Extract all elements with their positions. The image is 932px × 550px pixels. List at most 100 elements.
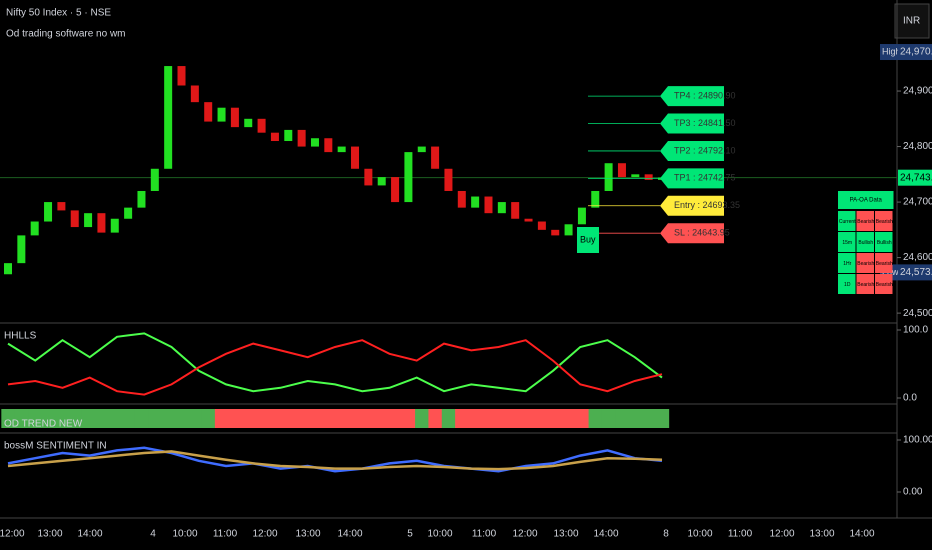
table-cell-text: Bearish — [857, 261, 874, 267]
x-tick-label: 13:00 — [553, 529, 578, 540]
candle — [97, 213, 106, 233]
x-tick-label: 13:00 — [809, 529, 834, 540]
low-tag — [898, 264, 932, 281]
candle — [177, 66, 186, 86]
candle — [297, 129, 306, 147]
x-tick-label: 5 — [407, 529, 413, 540]
x-tick-label: 4 — [150, 529, 156, 540]
y-tick-label: 100.00 — [903, 435, 932, 446]
candle — [524, 218, 533, 222]
level-label: Entry : 24693.35 — [674, 200, 740, 210]
candle — [417, 146, 426, 153]
osc-line — [7, 339, 663, 396]
x-tick-label: 12:00 — [769, 529, 794, 540]
candle — [564, 224, 573, 236]
candle — [4, 263, 12, 275]
candle — [537, 221, 546, 230]
trend-cell — [401, 409, 416, 428]
candle — [617, 163, 626, 178]
level-tag — [660, 168, 724, 189]
trend-cell — [655, 409, 670, 428]
x-tick-label: 12:00 — [0, 529, 25, 540]
candle — [484, 196, 493, 214]
y-tick-label: 24,800.00 — [903, 141, 932, 152]
trend-cell — [455, 409, 469, 428]
trend-cell — [495, 409, 510, 428]
candle — [244, 118, 253, 128]
trend-cell — [268, 409, 283, 428]
trend-cell — [361, 409, 376, 428]
candle — [324, 138, 333, 153]
trend-cell — [548, 409, 563, 428]
candle — [84, 213, 93, 228]
trend-cell — [81, 409, 96, 428]
y-tick-label: 24,600.00 — [903, 252, 932, 263]
table-cell-text: 1D — [844, 282, 851, 288]
x-tick-label: 10:00 — [427, 529, 452, 540]
x-tick-label: 14:00 — [593, 529, 618, 540]
currency-box[interactable] — [894, 3, 930, 39]
table-cell — [838, 211, 856, 231]
y-tick-label: 24,700.00 — [903, 197, 932, 208]
table-cell — [838, 253, 856, 273]
trend-cell — [428, 409, 443, 428]
candle — [57, 202, 66, 211]
level-tag — [660, 195, 724, 216]
pane-title: OD TREND NEW — [4, 419, 83, 430]
table-cell — [856, 211, 874, 231]
candle — [204, 102, 213, 122]
candle — [124, 207, 133, 219]
last-price-label: 24,743.95 — [900, 172, 932, 183]
candle — [284, 129, 293, 142]
trend-cell — [1, 409, 16, 428]
trend-cell — [481, 409, 496, 428]
currency: INR — [903, 16, 920, 27]
x-tick-label: 11:00 — [472, 529, 497, 540]
table-cell-text: Bearish — [876, 261, 893, 267]
y-tick-label: 24,900.00 — [903, 86, 932, 97]
candle — [444, 168, 453, 191]
trend-cell — [441, 409, 456, 428]
low-label: 24,573.35 — [900, 267, 932, 278]
level-tag — [660, 86, 724, 107]
trend-cell — [214, 409, 229, 428]
table-cell — [875, 232, 893, 252]
chart-title: Nifty 50 Index · 5 · NSE — [6, 8, 111, 19]
candle — [110, 218, 119, 233]
trend-cell — [561, 409, 576, 428]
trend-cell — [321, 409, 336, 428]
candle — [164, 66, 173, 169]
high-name: High — [882, 46, 901, 56]
pane-title: bossM SENTIMENT IN — [4, 441, 107, 452]
candle — [404, 152, 413, 203]
x-tick-label: 12:00 — [252, 529, 277, 540]
table-cell-text: Current — [839, 219, 856, 225]
candle — [190, 85, 199, 103]
table-cell — [875, 274, 893, 294]
trend-cell — [228, 409, 243, 428]
candle — [17, 235, 26, 264]
trend-cell — [241, 409, 256, 428]
osc-line — [7, 332, 663, 393]
table-cell — [856, 253, 874, 273]
table-title: PA-OA Data — [850, 198, 883, 204]
trend-cell — [575, 409, 590, 428]
candle — [364, 168, 373, 186]
trend-cell — [254, 409, 269, 428]
candle — [30, 221, 39, 236]
table-cell — [838, 274, 856, 294]
x-tick-label: 12:00 — [512, 529, 537, 540]
trend-cell — [468, 409, 483, 428]
trend-cell — [68, 409, 82, 428]
table-cell-text: Bearish — [876, 282, 893, 288]
trend-cell — [628, 409, 643, 428]
trend-cell — [508, 409, 523, 428]
high-tag — [898, 44, 932, 61]
level-label: TP1 : 24742.75 — [674, 173, 736, 183]
trend-cell — [308, 409, 323, 428]
table-cell-text: 1Hr — [843, 261, 851, 267]
candle — [137, 190, 146, 208]
candle — [471, 196, 480, 208]
trend-cell — [14, 409, 29, 428]
